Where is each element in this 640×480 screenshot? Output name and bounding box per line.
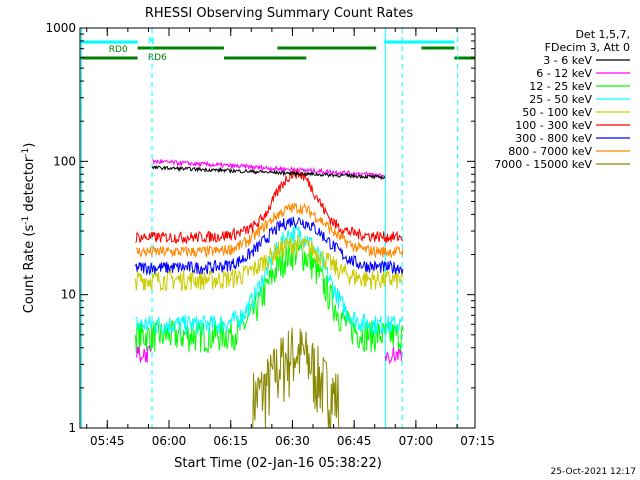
legend-header: Det 1,5,7, xyxy=(575,28,630,41)
chart-title: RHESSI Observing Summary Count Rates xyxy=(145,6,414,21)
legend-entry-label: 25 - 50 keV xyxy=(529,93,592,106)
series-100-300-kev xyxy=(135,166,404,245)
legend-entry-label: 12 - 25 keV xyxy=(529,80,592,93)
x-tick-label: 07:00 xyxy=(399,434,434,448)
series-6-12-kev-left-edge xyxy=(135,345,152,363)
y-axis-label: Count Rate (s-1 detector-1) xyxy=(21,143,37,314)
series-300-800-kev xyxy=(135,216,404,276)
series-800-7000-kev xyxy=(135,201,404,259)
y-axis: 1 10 100 1000 xyxy=(45,21,475,435)
date-stamp: 25-Oct-2021 12:17 xyxy=(551,467,636,477)
x-axis: 05:45 06:00 06:15 06:30 06:45 07:00 07:15 xyxy=(86,28,495,448)
rd0-label: RD0 xyxy=(109,45,128,55)
x-tick-label: 07:15 xyxy=(460,434,495,448)
rd6-label: RD6 xyxy=(148,53,167,63)
legend-entry-label: 50 - 100 keV xyxy=(522,106,592,119)
x-tick-label: 06:00 xyxy=(152,434,187,448)
series-6-12-kev xyxy=(152,158,386,180)
y-tick-label: 1000 xyxy=(45,21,76,35)
night-label: N xyxy=(148,37,155,47)
x-tick-label: 06:45 xyxy=(337,434,372,448)
y-tick-label: 100 xyxy=(53,154,76,168)
plot-frame xyxy=(79,27,476,429)
legend-entry-label: 100 - 300 keV xyxy=(515,119,592,132)
x-tick-label: 05:45 xyxy=(90,434,125,448)
legend-entry-label: 300 - 800 keV xyxy=(515,132,592,145)
series-50-100-kev xyxy=(135,233,404,292)
legend-entry-label: 7000 - 15000 keV xyxy=(494,158,592,171)
y-tick-label: 10 xyxy=(61,288,76,302)
legend-entry-label: 6 - 12 keV xyxy=(536,67,592,80)
y-tick-label: 1 xyxy=(68,421,76,435)
plot-area: N RD0 RD6 xyxy=(80,28,475,428)
x-tick-label: 06:15 xyxy=(213,434,248,448)
legend-header: FDecim 3, Att 0 xyxy=(545,41,630,54)
legend-entry-label: 800 - 7000 keV xyxy=(508,145,592,158)
legend-entry-label: 3 - 6 keV xyxy=(543,54,592,67)
x-tick-label: 06:30 xyxy=(275,434,310,448)
x-axis-label: Start Time (02-Jan-16 05:38:22) xyxy=(174,456,382,471)
series-3-6-kev xyxy=(151,164,386,181)
series-6-12-kev-right-edge xyxy=(384,346,403,365)
series-7000-15000-kev xyxy=(252,327,340,428)
